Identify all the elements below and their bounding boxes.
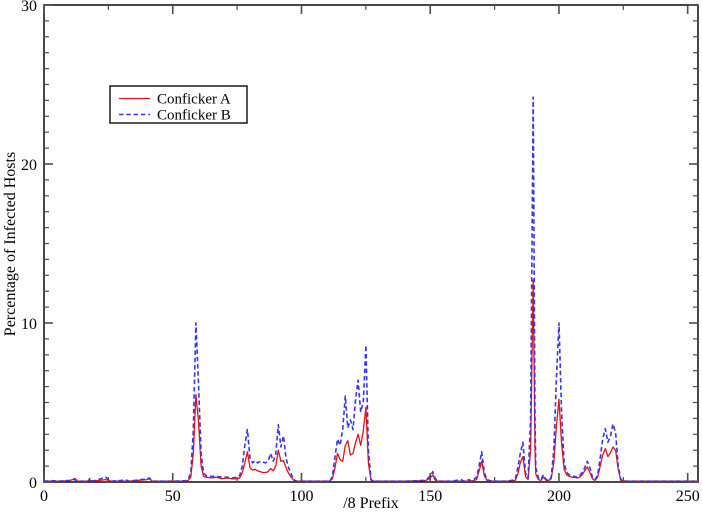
series-line-conficker-b [43, 96, 698, 483]
y-axis-title: Percentage of Infected Hosts [2, 152, 19, 336]
y-tick-label: 0 [29, 475, 37, 492]
x-tick-label: 150 [418, 488, 442, 505]
x-tick-label: 0 [40, 488, 48, 505]
plot-frame [43, 4, 699, 483]
legend-label-conficker-b: Conficker B [157, 108, 231, 124]
legend-box [109, 85, 248, 124]
axis-tick-labels: 0 50 100 150 200 250 0 10 20 30 [21, 0, 700, 505]
series-line-conficker-a [44, 279, 698, 482]
x-tick-label: 100 [289, 488, 313, 505]
x-tick-label: 250 [676, 488, 700, 505]
x-tick-label: 50 [165, 488, 181, 505]
series-lines [43, 96, 698, 483]
legend: Conficker A Conficker B [109, 85, 248, 124]
y-tick-label: 10 [21, 316, 37, 333]
x-axis-title: /8 Prefix [343, 495, 399, 512]
legend-label-conficker-a: Conficker A [157, 92, 231, 108]
y-tick-label: 20 [21, 157, 37, 174]
x-tick-label: 200 [547, 488, 571, 505]
axis-ticks [43, 4, 698, 483]
y-tick-label: 30 [21, 0, 37, 15]
